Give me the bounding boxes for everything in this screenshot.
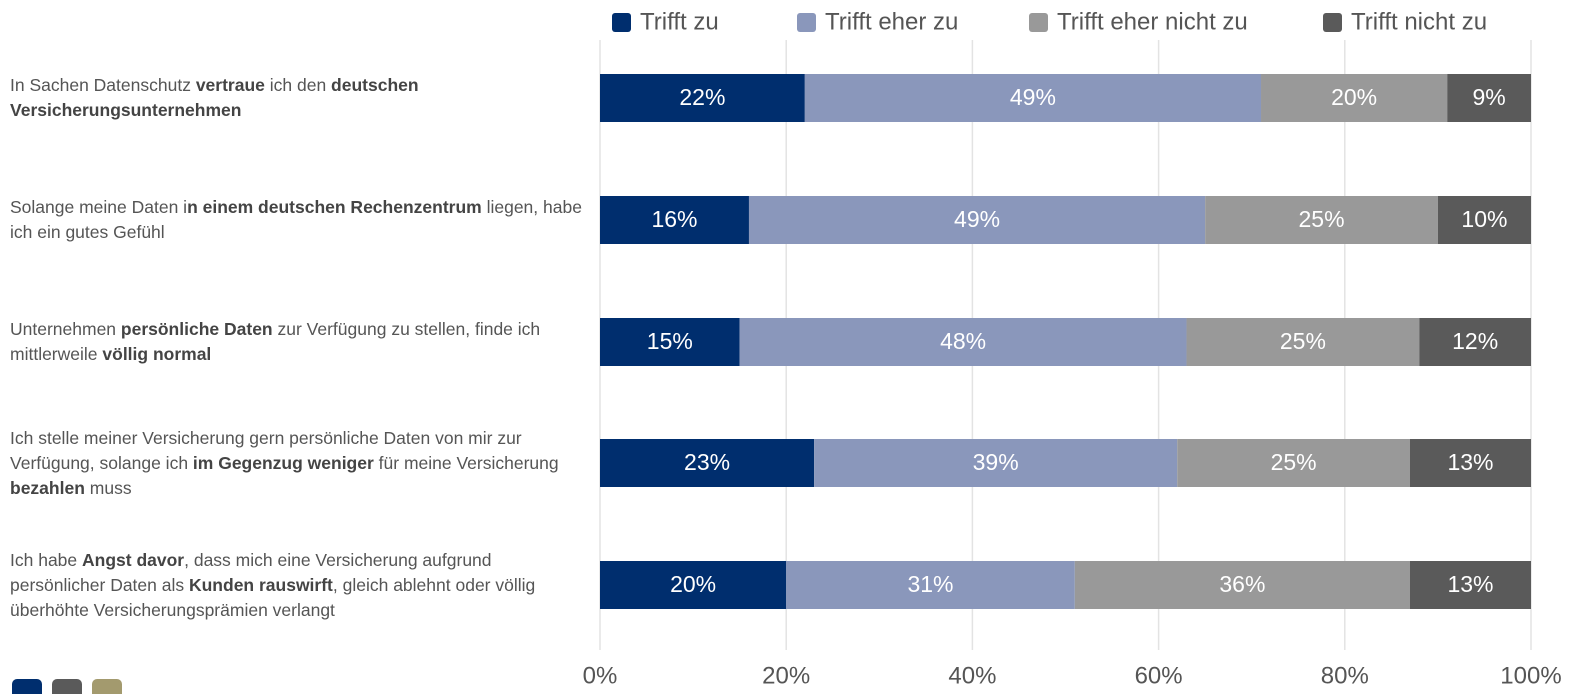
value-label: 39% — [973, 449, 1019, 475]
value-label: 49% — [954, 206, 1000, 232]
label-segment: Ich stelle meiner Versicherung gern pers… — [10, 427, 522, 473]
logo-square — [92, 679, 122, 694]
value-label: 13% — [1447, 449, 1493, 475]
value-label: 20% — [670, 571, 716, 597]
label-segment: liegen, habe ich ein gutes Gefühl — [10, 197, 582, 242]
bar-segment — [1261, 74, 1448, 122]
bar-segment — [1437, 196, 1531, 244]
bar-segment — [1205, 196, 1438, 244]
bar-segment — [600, 561, 787, 609]
category-label: In Sachen Datenschutz vertraue ich den d… — [10, 53, 582, 143]
category-text: Solange meine Daten in einem deutschen R… — [10, 195, 582, 245]
label-segment: Unternehmen — [10, 319, 121, 339]
value-label: 23% — [684, 449, 730, 475]
label-segment: persönliche Daten — [120, 319, 273, 339]
value-label: 31% — [907, 571, 953, 597]
label-segment: im Gegenzug weniger — [192, 452, 374, 473]
label-segment: muss — [84, 477, 132, 498]
legend-swatch — [612, 13, 631, 32]
x-tick-label: 60% — [1135, 662, 1183, 689]
bar-segment — [1447, 74, 1531, 122]
bar-segment — [1419, 318, 1531, 366]
bar-segment — [1177, 439, 1410, 487]
value-label: 10% — [1461, 206, 1507, 232]
value-label: 16% — [651, 206, 697, 232]
label-segment: zur Verfügung zu stellen, finde ich mitt… — [10, 319, 541, 364]
label-segment: bezahlen — [10, 477, 85, 498]
legend-label: Trifft eher zu — [825, 8, 958, 35]
bar-segment — [1186, 318, 1420, 366]
label-segment: Solange meine Daten i — [10, 197, 188, 217]
legend-label: Trifft zu — [640, 8, 719, 35]
x-tick-label: 40% — [948, 662, 996, 689]
legend-swatch — [1029, 13, 1048, 32]
legend-swatch — [1323, 13, 1342, 32]
category-label: Solange meine Daten in einem deutschen R… — [10, 175, 582, 265]
value-label: 49% — [1010, 84, 1056, 110]
bar-segment — [600, 74, 805, 122]
value-label: 12% — [1452, 328, 1498, 354]
label-segment: n einem deutschen Rechenzentrum — [187, 197, 482, 217]
label-segment: Ich habe — [10, 549, 82, 570]
value-label: 15% — [647, 328, 693, 354]
value-label: 25% — [1271, 449, 1317, 475]
label-segment: Kunden rauswirft — [188, 574, 333, 595]
x-tick-label: 0% — [583, 662, 618, 689]
category-label: Unternehmen persönliche Daten zur Verfüg… — [10, 297, 582, 387]
bar-segment — [600, 196, 749, 244]
x-tick-label: 80% — [1321, 662, 1369, 689]
category-text: Ich habe Angst davor, dass mich eine Ver… — [10, 548, 582, 623]
value-label: 36% — [1219, 571, 1265, 597]
value-label: 20% — [1331, 84, 1377, 110]
bar-segment — [600, 439, 815, 487]
label-segment: In Sachen Datenschutz — [10, 75, 196, 95]
label-segment: völlig normal — [102, 344, 212, 364]
logo-square — [12, 679, 42, 694]
label-segment: Angst davor — [82, 549, 185, 570]
label-segment: , gleich ablehnt oder völlig überhöhte V… — [10, 574, 536, 620]
value-label: 13% — [1447, 571, 1493, 597]
bar-segment — [1409, 439, 1531, 487]
logo-square — [52, 679, 82, 694]
x-tick-label: 20% — [762, 662, 810, 689]
legend-label: Trifft eher nicht zu — [1057, 8, 1248, 35]
bar-segment — [804, 74, 1262, 122]
category-text: Unternehmen persönliche Daten zur Verfüg… — [10, 317, 582, 367]
label-segment: vertraue — [195, 75, 265, 95]
label-segment: für meine Versicherung — [373, 452, 559, 473]
bar-segment — [1074, 561, 1410, 609]
bar-segment — [748, 196, 1206, 244]
x-tick-label: 100% — [1500, 662, 1561, 689]
bar-segment — [600, 318, 740, 366]
label-segment: ich den — [264, 75, 332, 95]
value-label: 48% — [940, 328, 986, 354]
category-text: In Sachen Datenschutz vertraue ich den d… — [10, 73, 582, 123]
bar-segment — [1409, 561, 1531, 609]
label-segment: deutschen Versicherungsunternehmen — [10, 75, 419, 120]
category-text: Ich stelle meiner Versicherung gern pers… — [10, 426, 582, 501]
legend-label: Trifft nicht zu — [1351, 8, 1487, 35]
value-label: 22% — [679, 84, 725, 110]
label-segment: , dass mich eine Versicherung aufgrund p… — [10, 549, 492, 595]
category-label: Ich stelle meiner Versicherung gern pers… — [10, 418, 582, 508]
bar-segment — [814, 439, 1178, 487]
bar-segment — [786, 561, 1075, 609]
category-label: Ich habe Angst davor, dass mich eine Ver… — [10, 540, 582, 630]
value-label: 25% — [1280, 328, 1326, 354]
value-label: 25% — [1299, 206, 1345, 232]
value-label: 9% — [1472, 84, 1505, 110]
bar-segment — [739, 318, 1187, 366]
legend-swatch — [797, 13, 816, 32]
